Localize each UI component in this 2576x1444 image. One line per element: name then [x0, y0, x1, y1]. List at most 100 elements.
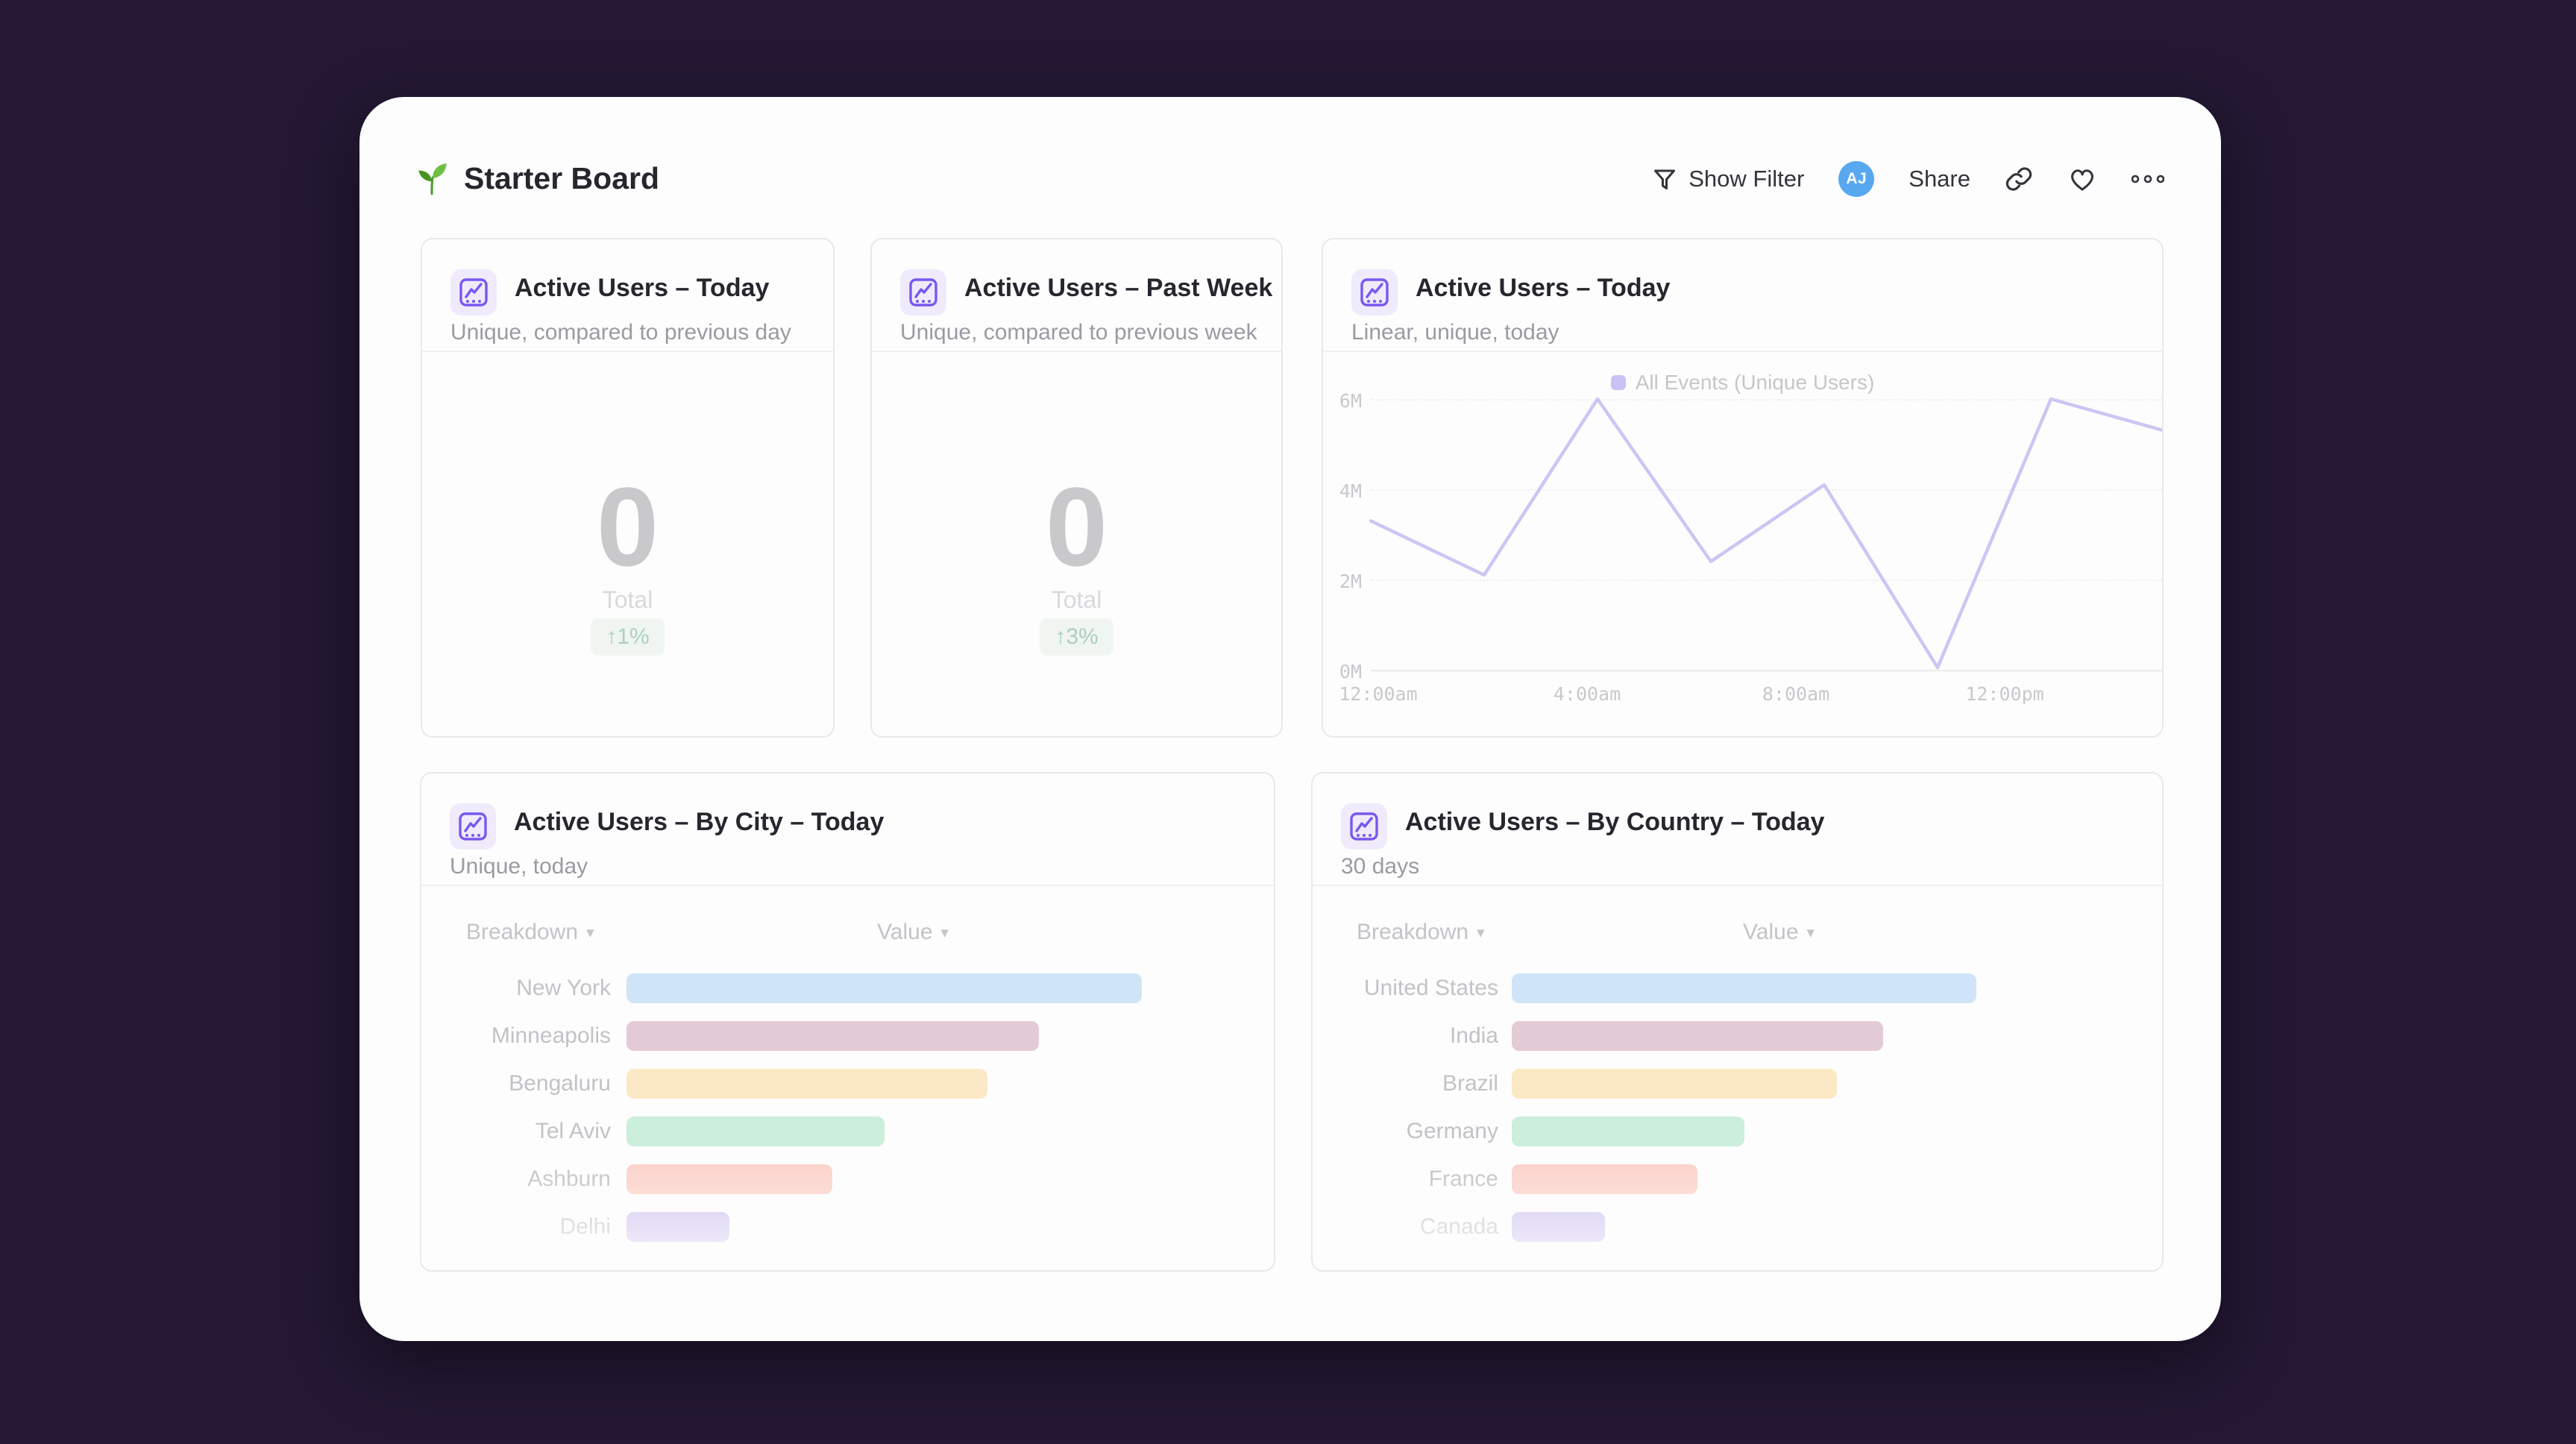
avatar-initials: AJ [1846, 170, 1867, 187]
table-row: Bengaluru [421, 1060, 1274, 1108]
show-filter-label: Show Filter [1688, 166, 1805, 192]
share-button[interactable]: Share [1909, 166, 1970, 192]
card-header: Active Users – By Country – Today 30 day… [1313, 773, 2162, 886]
line-series [1369, 397, 2162, 670]
card-title: Active Users – Past Week [964, 274, 1273, 302]
value-column-button[interactable]: Value ▾ [877, 920, 949, 944]
y-axis-label: 0M [1339, 661, 1362, 682]
card-header: Active Users – Today Unique, compared to… [422, 239, 833, 352]
metric-value: 0 [1045, 464, 1108, 589]
table-row: United States [1313, 964, 2162, 1012]
row-bar [626, 1069, 987, 1099]
breakdown-column-button[interactable]: Breakdown ▾ [1357, 920, 1485, 944]
y-axis-label: 4M [1339, 480, 1362, 502]
row-label: United States [1363, 976, 1498, 1000]
card-title: Active Users – By City – Today [514, 808, 885, 836]
card-title: Active Users – By Country – Today [1405, 808, 1825, 836]
favorite-button[interactable] [2067, 164, 2097, 194]
line-chart-svg [1369, 397, 2162, 670]
card-title: Active Users – Today [515, 274, 770, 302]
line-chart-icon [1341, 803, 1387, 850]
table-row: Ashburn [421, 1155, 1274, 1203]
row-bar [1512, 1212, 1605, 1242]
ellipsis-icon [2132, 175, 2164, 183]
legend-swatch [1610, 375, 1626, 390]
x-axis-label: 12:00am [1339, 683, 1418, 705]
card-header: Active Users – Past Week Unique, compare… [872, 239, 1281, 352]
funnel-icon [1652, 166, 1677, 192]
line-chart-icon [900, 269, 946, 316]
chevron-down-icon: ▾ [940, 923, 949, 941]
value-column-button[interactable]: Value ▾ [1743, 920, 1815, 944]
x-axis-label: 8:00am [1762, 683, 1830, 705]
share-label: Share [1909, 166, 1970, 192]
table-row: Minneapolis [421, 1012, 1274, 1060]
table-row: Delhi [421, 1203, 1274, 1251]
breakdown-rows: United States India Brazil Germany France Can… [1313, 964, 2162, 1251]
row-label: France [1428, 1167, 1498, 1191]
y-axis-label: 2M [1339, 571, 1362, 592]
card-header: Active Users – Today Linear, unique, tod… [1323, 239, 2162, 352]
show-filter-button[interactable]: Show Filter [1652, 166, 1804, 192]
line-chart-icon [450, 269, 497, 316]
chart-card-by-country[interactable]: Active Users – By Country – Today 30 day… [1311, 772, 2164, 1272]
table-row: Germany [1313, 1108, 2162, 1155]
y-axis-label: 6M [1339, 390, 1362, 412]
table-row: Tel Aviv [421, 1108, 1274, 1155]
card-title: Active Users – Today [1416, 274, 1671, 302]
grid-line: 0M [1339, 661, 2162, 682]
avatar[interactable]: AJ [1838, 161, 1875, 197]
copy-link-button[interactable] [2005, 165, 2033, 193]
card-subtitle: Linear, unique, today [1351, 320, 1559, 345]
row-label: India [1449, 1023, 1498, 1048]
row-bar [1512, 1021, 1883, 1051]
metric-value-label: Total [602, 586, 653, 613]
card-header: Active Users – By City – Today Unique, t… [421, 773, 1274, 886]
row-bar [1512, 1164, 1697, 1194]
delta-badge: ↑1% [591, 618, 665, 656]
chart-card-active-users-past-week[interactable]: Active Users – Past Week Unique, compare… [870, 238, 1283, 738]
row-label: Tel Aviv [535, 1119, 611, 1143]
chart-card-active-users-today[interactable]: Active Users – Today Unique, compared to… [421, 238, 835, 738]
row-label: New York [516, 976, 611, 1000]
chevron-down-icon: ▾ [1477, 923, 1485, 941]
x-axis-label: 12:00pm [1965, 683, 2044, 705]
row-label: Brazil [1442, 1071, 1498, 1096]
breakdown-rows: New York Minneapolis Bengaluru Tel Aviv Ashb… [421, 964, 1274, 1251]
dashboard-panel: Starter Board Show Filter AJ Share [359, 97, 2221, 1341]
line-chart-icon [450, 803, 496, 850]
grid-line: 4M [1339, 480, 2162, 502]
table-row: France [1313, 1155, 2162, 1203]
metric-value-label: Total [1051, 586, 1102, 613]
row-bar [1512, 1117, 1744, 1146]
x-axis-label: 4:00am [1553, 683, 1621, 705]
card-subtitle: 30 days [1341, 854, 1420, 879]
grid-line: 6M [1339, 390, 2162, 412]
chart-card-active-users-line[interactable]: Active Users – Today Linear, unique, tod… [1322, 238, 2164, 738]
row-label: Ashburn [527, 1167, 611, 1191]
chevron-down-icon: ▾ [586, 923, 594, 941]
breakdown-column-button[interactable]: Breakdown ▾ [466, 920, 594, 944]
row-bar [626, 973, 1142, 1003]
row-bar [1512, 1069, 1837, 1099]
delta-badge: ↑3% [1040, 618, 1113, 656]
table-row: Brazil [1313, 1060, 2162, 1108]
metric-value: 0 [596, 464, 659, 589]
grid-line: 2M [1339, 571, 2162, 592]
line-chart-plot: 6M 4M 2M 0M 12:00am 4:00am 8:00am 12:00pm [1339, 390, 2162, 705]
chart-card-by-city[interactable]: Active Users – By City – Today Unique, t… [420, 772, 1275, 1272]
legend: All Events (Unique Users) [1323, 371, 2162, 395]
row-label: Canada [1419, 1214, 1498, 1239]
more-button[interactable] [2132, 175, 2164, 183]
row-label: Germany [1406, 1119, 1498, 1143]
row-bar [626, 1021, 1039, 1051]
page-title: Starter Board [464, 160, 660, 195]
row-label: Delhi [559, 1214, 611, 1239]
table-row: Canada [1313, 1203, 2162, 1251]
link-icon [2005, 165, 2033, 193]
card-subtitle: Unique, today [450, 854, 588, 879]
row-bar [626, 1117, 885, 1146]
row-label: Bengaluru [509, 1071, 611, 1096]
row-bar [626, 1212, 729, 1242]
row-bar [1512, 973, 1976, 1003]
